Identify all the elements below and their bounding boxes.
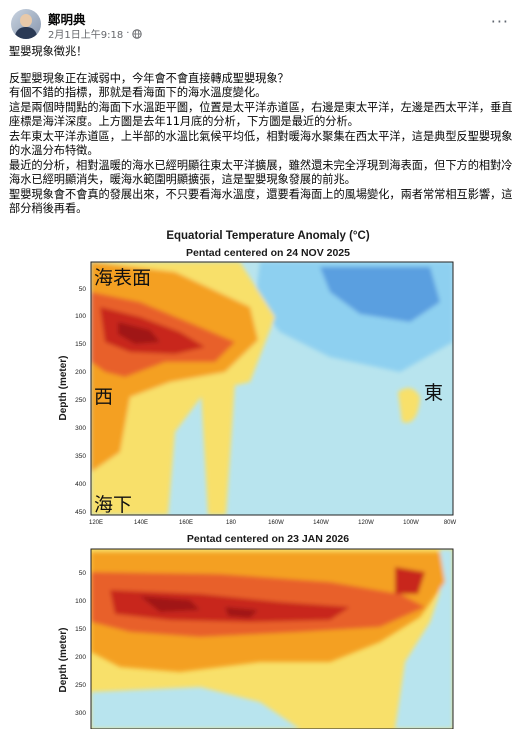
- lon-ticks: 120E 140E 160E 180 160W 140W 120W 100W 8…: [89, 520, 457, 526]
- post-header: 鄭明典 2月1日上午9:18 · ···: [0, 0, 521, 44]
- p2-warm-max-2: [225, 607, 258, 618]
- post-timestamp[interactable]: 2月1日上午9:18: [48, 30, 124, 41]
- depth-tick: 300: [75, 425, 86, 432]
- post-meta: 2月1日上午9:18 ·: [48, 26, 143, 41]
- post-line: 有個不錯的指標，那就是看海面下的海水溫度變化。: [9, 86, 267, 99]
- panel1-frame: [90, 261, 454, 516]
- avatar[interactable]: [11, 9, 41, 39]
- p1-warm-tongue: [200, 372, 235, 515]
- depth-tick: 50: [79, 286, 87, 293]
- figure-title: Equatorial Temperature Anomaly (°C): [166, 230, 369, 242]
- p2-warm-max: [140, 596, 200, 612]
- lon-tick: 120E: [89, 520, 103, 526]
- p1-warm-max: [118, 322, 160, 344]
- depth-tick: 100: [75, 598, 86, 605]
- globe-icon: [132, 28, 143, 39]
- depth-tick: 300: [75, 710, 86, 717]
- depth-tick: 350: [75, 453, 86, 460]
- ellipsis-icon: ···: [490, 12, 509, 31]
- lon-tick: 160W: [268, 520, 284, 526]
- lon-tick: 140W: [313, 520, 329, 526]
- post-line: 去年東太平洋赤道區，上半部的水溫比氣候平均低，相對暖海水聚集在西太平洋，這是典型…: [9, 129, 513, 158]
- post-line: 最近的分析，相對溫暖的海水已經明顯往東太平洋擴展，雖然還未完全浮現到海表面，但下…: [9, 158, 513, 187]
- depth-tick: 150: [75, 626, 86, 633]
- meta-separator: ·: [126, 28, 130, 39]
- lon-tick: 160E: [179, 520, 193, 526]
- depth-tick: 50: [79, 570, 87, 577]
- panel1-subtitle: Pentad centered on 24 NOV 2025: [186, 247, 350, 259]
- panel1-contour-field: [91, 262, 453, 515]
- p1-east-blob: [398, 388, 420, 423]
- annot-sea-surface: 海表面: [94, 267, 151, 289]
- more-options-button[interactable]: ···: [491, 12, 509, 31]
- panel2-contour-field: [91, 549, 453, 729]
- depth-tick: 100: [75, 313, 86, 320]
- lon-tick: 100W: [403, 520, 419, 526]
- panel1-annotations: 海表面 西 東 海下: [94, 267, 443, 516]
- panel2-subtitle: Pentad centered on 23 JAN 2026: [187, 533, 349, 545]
- lon-tick: 80W: [444, 520, 457, 526]
- lon-tick: 180: [226, 520, 237, 526]
- p2-cool-deep: [91, 687, 300, 729]
- depth-tick: 450: [75, 509, 86, 516]
- post-line-headline: 聖嬰現象徵兆！: [9, 45, 88, 58]
- annot-east: 東: [424, 382, 443, 404]
- panel2-ylabel: Depth (meter): [58, 627, 69, 692]
- avatar-head: [20, 14, 32, 27]
- post-line: 反聖嬰現象正在減弱中，今年會不會直接轉成聖嬰現象？: [9, 71, 289, 85]
- p2-east-hot: [395, 567, 425, 594]
- depth-tick: 400: [75, 481, 86, 488]
- lon-tick: 140E: [134, 520, 148, 526]
- lon-tick: 120W: [358, 520, 374, 526]
- depth-tick: 200: [75, 369, 86, 376]
- depth-tick: 200: [75, 654, 86, 661]
- post-image[interactable]: Equatorial Temperature Anomaly (°C) Pent…: [0, 222, 521, 730]
- p1-warm-dark: [100, 307, 205, 354]
- author-name[interactable]: 鄭明典: [48, 12, 86, 27]
- avatar-body: [15, 27, 37, 39]
- post-body: 聖嬰現象徵兆！ 反聖嬰現象正在減弱中，今年會不會直接轉成聖嬰現象？ 有個不錯的指…: [9, 45, 514, 217]
- depth-tick: 150: [75, 341, 86, 348]
- panel2-depth-ticks: 50 100 150 200 250 300: [75, 570, 86, 717]
- post-line: 這是兩個時間點的海面下水溫距平圖，位置是太平洋赤道區，右邊是東太平洋，左邊是西太…: [9, 100, 513, 129]
- p2-cool-east: [395, 549, 453, 729]
- depth-tick: 250: [75, 397, 86, 404]
- post-line: 聖嬰現象會不會真的發展出來，不只要看海水溫度，還要看海面上的風場變化，兩者常常相…: [9, 187, 513, 216]
- panel1-depth-ticks: 50 100 150 200 250 300 350 400 450: [75, 286, 86, 516]
- depth-tick: 250: [75, 682, 86, 689]
- annot-west: 西: [94, 386, 113, 408]
- p2-warm-dark: [110, 590, 350, 622]
- p1-cool-dark: [320, 267, 440, 322]
- annot-subsurface: 海下: [94, 494, 132, 516]
- temperature-anomaly-figure: Equatorial Temperature Anomaly (°C) Pent…: [58, 230, 457, 730]
- panel1-ylabel: Depth (meter): [58, 355, 69, 420]
